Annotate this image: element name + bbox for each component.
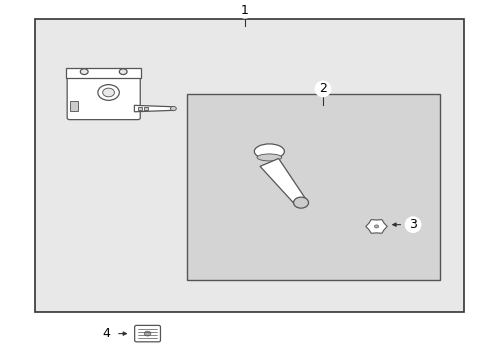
FancyBboxPatch shape [135,325,160,342]
Circle shape [294,197,309,208]
Circle shape [98,85,119,100]
Circle shape [171,107,176,111]
Polygon shape [134,105,173,112]
Circle shape [374,225,379,228]
FancyBboxPatch shape [67,73,140,120]
Circle shape [103,88,115,97]
Bar [138,107,142,111]
Bar [35,19,464,312]
Circle shape [80,69,88,75]
Polygon shape [366,220,387,233]
Bar [66,68,141,78]
Bar [187,94,440,280]
Circle shape [119,69,127,75]
Ellipse shape [257,154,282,161]
Bar [144,107,148,110]
Ellipse shape [254,144,284,159]
Circle shape [144,331,151,336]
Text: 2: 2 [319,82,327,95]
Text: 4: 4 [102,327,110,340]
Text: 3: 3 [409,218,417,231]
Bar [70,101,78,111]
Polygon shape [260,158,307,205]
Text: 1: 1 [241,4,249,17]
